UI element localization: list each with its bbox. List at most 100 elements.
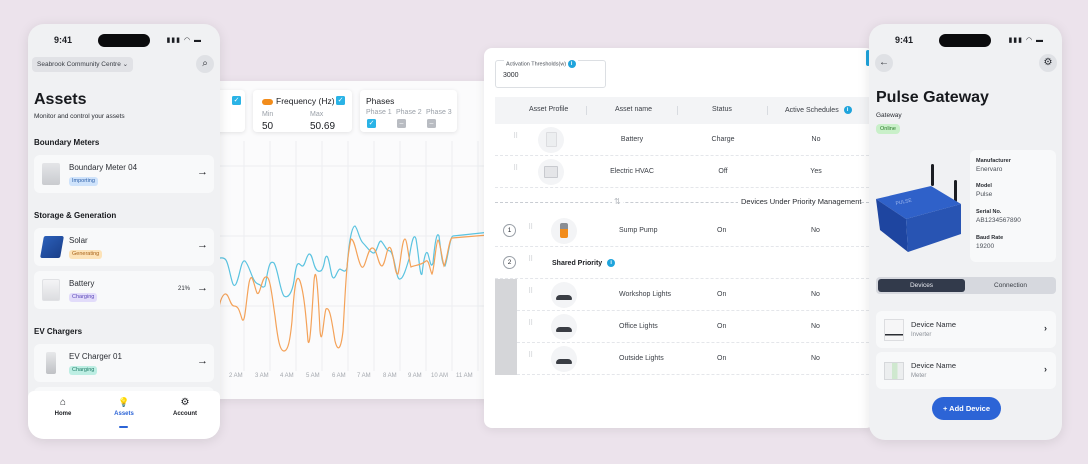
settings-button[interactable]: ⚙ (1039, 54, 1057, 72)
status-badge: Charging (69, 293, 98, 302)
drag-handle-icon[interactable]: ⠿ (528, 256, 534, 263)
chart-panel: ✓ .38 Frequency (Hz) ✓ Min Max 50 50.69 … (200, 81, 500, 399)
max-value: 50.69 (310, 121, 336, 132)
checkbox-series-1[interactable]: ✓ (232, 96, 241, 105)
priority-divider (495, 202, 874, 203)
lightbulb-icon: 💡 (118, 397, 130, 407)
status-bar: 9:41 ▮▮▮ ◠ ▬ (28, 34, 220, 48)
home-icon: ⌂ (59, 397, 67, 408)
asset-card-solar[interactable]: Solar Generating → (34, 228, 214, 266)
shared-priority-label: Shared Priority i (552, 259, 616, 267)
drag-handle-icon[interactable]: ⠿ (528, 224, 534, 231)
schedules-cell: No (811, 136, 821, 143)
asset-card-battery[interactable]: Battery Charging 21% → (34, 271, 214, 309)
priority-section-label: Devices Under Priority Management (738, 197, 862, 206)
gear-icon: ⚙ (180, 397, 190, 408)
threshold-value: 3000 (503, 72, 519, 79)
asset-name-cell: Electric HVAC (610, 168, 654, 175)
x-tick: 8 AM (383, 373, 397, 379)
device-type: Gateway (876, 112, 902, 119)
schedules-cell: No (811, 227, 820, 234)
priority-row[interactable]: 1 ⠿ Sump Pump On No (495, 215, 874, 247)
asset-name: Solar (69, 236, 88, 245)
arrow-right-icon: → (197, 282, 208, 294)
info-icon[interactable]: i (567, 60, 576, 68)
checkbox-phase-3[interactable]: – (427, 119, 436, 128)
column-separator (586, 106, 587, 115)
tab-devices[interactable]: Devices (878, 279, 965, 292)
schedules-cell: No (811, 355, 820, 362)
checkbox-phase-2[interactable]: – (397, 119, 406, 128)
signal-wifi-battery-icon: ▮▮▮ ◠ ▬ (166, 37, 202, 44)
arrow-right-icon: → (197, 355, 208, 367)
arrow-right-icon: → (197, 239, 208, 251)
priority-table-panel: Activation Thresholds(w) i 3000 Asset Pr… (484, 48, 874, 428)
scrollbar[interactable] (866, 50, 870, 66)
column-separator (767, 106, 768, 115)
nav-label: Account (173, 411, 197, 417)
column-separator (677, 106, 678, 115)
status-cell: On (717, 355, 727, 362)
drag-handle-icon[interactable]: ⠿ (528, 352, 534, 359)
asset-card-boundary-meter[interactable]: Boundary Meter 04 Importing → (34, 155, 214, 193)
spec-card: Manufacturer Enervaro Model Pulse Serial… (970, 150, 1056, 262)
nav-label: Home (54, 411, 72, 417)
phase-3-label: Phase 3 (426, 109, 452, 116)
nav-account[interactable]: ⚙ Account (155, 397, 215, 417)
shared-row[interactable]: ⠿ Office Lights On No (517, 311, 874, 343)
add-device-button[interactable]: + Add Device (932, 397, 1001, 420)
clock: 9:41 (54, 35, 73, 45)
dynamic-island (939, 34, 991, 47)
spec-label: Baud Rate (976, 235, 1004, 241)
device-type: Inverter (911, 332, 932, 338)
nav-home[interactable]: ⌂ Home (33, 397, 93, 417)
ev-charger-thumbnail (46, 352, 56, 374)
drag-handle-icon[interactable]: ⠿ (528, 288, 534, 295)
device-type: Meter (911, 373, 927, 379)
chevron-right-icon: › (1044, 323, 1047, 333)
column-header: Active Schedules i (785, 106, 852, 114)
checkbox-frequency[interactable]: ✓ (336, 96, 345, 105)
device-card[interactable]: Device Name Inverter › (876, 311, 1056, 348)
x-tick: 7 AM (357, 373, 371, 379)
back-button[interactable]: ← (875, 54, 893, 72)
spec-value: AB1234567890 (976, 217, 1021, 224)
shared-row[interactable]: ⠿ Workshop Lights On No (517, 279, 874, 311)
battery-thumbnail (42, 279, 60, 301)
frequency-card: Frequency (Hz) ✓ Min Max 50 50.69 (253, 90, 352, 132)
drag-handle-icon[interactable]: ⠿ (513, 133, 519, 140)
asset-name-cell: Workshop Lights (619, 291, 672, 298)
status-cell: Off (718, 168, 728, 175)
assets-phone: 9:41 ▮▮▮ ◠ ▬ Seabrook Community Centre ⌄… (28, 24, 220, 439)
page-subtitle: Monitor and control your assets (34, 113, 125, 120)
spec-label: Manufacturer (976, 158, 1011, 164)
asset-card-ev-charger[interactable]: EV Charger 01 Charging → (34, 344, 214, 382)
info-icon[interactable]: i (607, 259, 616, 267)
column-header: Asset Profile (529, 106, 569, 113)
swap-vertical-icon[interactable]: ⇅ (612, 197, 623, 206)
device-card[interactable]: Device Name Meter › (876, 352, 1056, 389)
checkbox-phase-1[interactable]: ✓ (367, 119, 376, 128)
spec-value: Pulse (976, 191, 993, 198)
location-select[interactable]: Seabrook Community Centre ⌄ (32, 57, 134, 72)
chevron-right-icon: › (1044, 364, 1047, 374)
shared-priority-row[interactable]: 2 ⠿ Shared Priority i (495, 247, 874, 279)
shared-row[interactable]: ⠿ Outside Lights On No (517, 343, 874, 375)
tab-connection[interactable]: Connection (994, 282, 1027, 289)
max-label: Max (310, 111, 324, 118)
table-row[interactable]: ⠿ Electric HVAC Off Yes (495, 156, 874, 188)
search-button[interactable]: ⌕ (196, 55, 214, 73)
drag-handle-icon[interactable]: ⠿ (513, 165, 519, 172)
schedules-cell: No (811, 323, 820, 330)
arrow-right-icon: → (197, 166, 208, 178)
signal-wifi-battery-icon: ▮▮▮ ◠ ▬ (1008, 37, 1044, 44)
drag-handle-icon[interactable]: ⠿ (528, 320, 534, 327)
activation-threshold-field[interactable]: Activation Thresholds(w) i 3000 (495, 60, 606, 88)
asset-name-cell: Sump Pump (619, 227, 658, 234)
x-tick: 10 AM (431, 373, 449, 379)
nav-assets[interactable]: 💡 Assets (94, 397, 154, 417)
device-name: Device Name (911, 320, 957, 329)
info-icon[interactable]: i (843, 106, 852, 114)
table-row[interactable]: ⠿ Battery Charge No (495, 124, 874, 156)
priority-number: 2 (503, 256, 516, 269)
